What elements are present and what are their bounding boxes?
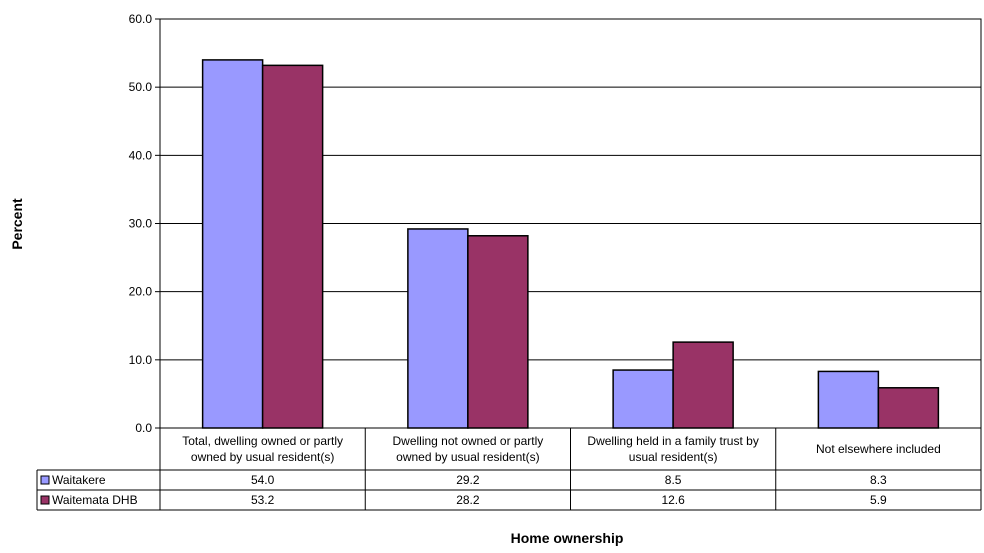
- category-label: usual resident(s): [629, 450, 718, 464]
- legend-label-1: Waitakere: [52, 473, 106, 487]
- y-axis-ticks: 0.0 10.0 20.0 30.0 40.0 50.0 60.0: [129, 12, 160, 435]
- legend-key-2: [40, 495, 50, 505]
- y-tick-label: 30.0: [129, 217, 153, 231]
- category-label: owned by usual resident(s): [396, 450, 539, 464]
- y-tick-label: 40.0: [129, 148, 153, 162]
- bar-waitakere-2: [407, 228, 469, 429]
- category-label: owned by usual resident(s): [191, 450, 334, 464]
- data-label: 5.9: [870, 493, 887, 507]
- y-tick-label: 60.0: [129, 12, 153, 26]
- bar-waitemata-dhb-2: [467, 235, 529, 429]
- legend-key-1: [40, 475, 50, 485]
- y-tick-label: 50.0: [129, 80, 153, 94]
- data-label: 53.2: [251, 493, 275, 507]
- x-axis-title: Home ownership: [511, 530, 624, 546]
- data-label: 8.5: [665, 473, 682, 487]
- bar-waitemata-dhb-4: [877, 387, 940, 429]
- legend-label-2: Waitemata DHB: [52, 493, 138, 507]
- bars: [201, 59, 940, 429]
- category-label: Dwelling held in a family trust by: [587, 434, 758, 448]
- data-label: 12.6: [661, 493, 685, 507]
- category-label: Dwelling not owned or partly: [393, 434, 544, 448]
- bar-waitakere-3: [612, 369, 674, 429]
- y-tick-label: 20.0: [129, 285, 153, 299]
- bar-waitemata-dhb-3: [672, 341, 734, 429]
- category-label: Total, dwelling owned or partly: [182, 434, 343, 448]
- y-axis-title: Percent: [9, 198, 25, 250]
- bar-waitemata-dhb-1: [261, 64, 324, 429]
- y-tick-label: 0.0: [135, 421, 152, 435]
- bar-waitakere-4: [817, 370, 880, 429]
- data-label: 29.2: [456, 473, 480, 487]
- y-tick-label: 10.0: [129, 353, 153, 367]
- data-label: 28.2: [456, 493, 480, 507]
- category-label: Not elsewhere included: [816, 442, 941, 456]
- data-table: Total, dwelling owned or partly owned by …: [36, 428, 982, 511]
- bar-waitakere-1: [201, 59, 264, 429]
- data-label: 8.3: [870, 473, 887, 487]
- data-label: 54.0: [251, 473, 275, 487]
